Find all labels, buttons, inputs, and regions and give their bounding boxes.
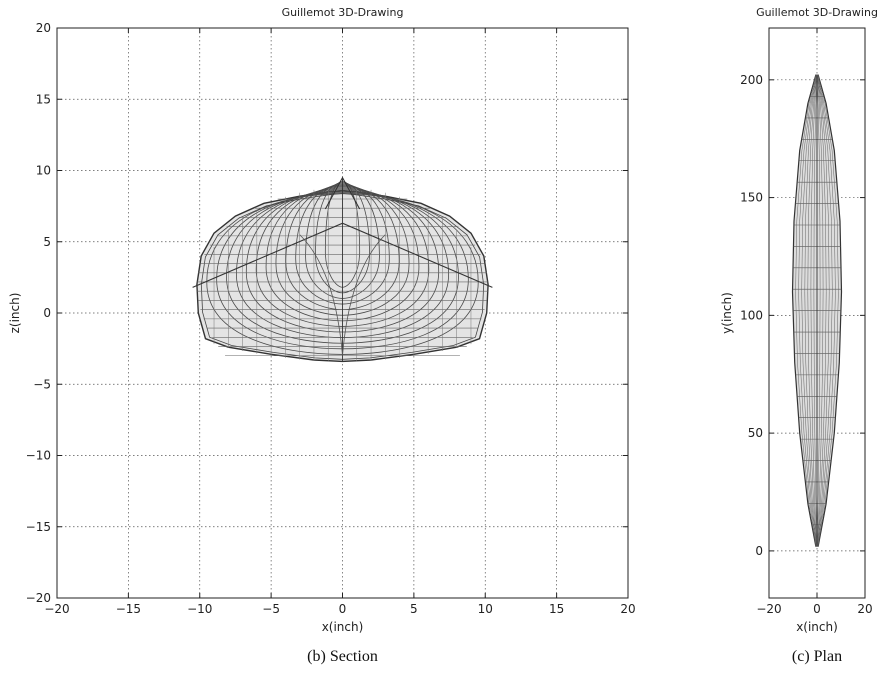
y-tick-label: −5 (33, 377, 51, 391)
x-tick-label: −5 (262, 602, 280, 616)
plan-longitudinal (807, 74, 818, 547)
station-section (255, 188, 430, 327)
x-tick-label: 15 (549, 602, 564, 616)
section-ticks: −20 −15 −10 −5 0 5 10 15 20 −20 −15 −10 −5 0 5 10 15 20 (26, 21, 636, 616)
y-tick-label: 10 (36, 164, 51, 178)
plan-longitudinal (816, 74, 839, 547)
x-tick-label: 0 (813, 602, 821, 616)
plan-longitudinal (798, 74, 818, 547)
plan-y-axis-label: y(inch) (720, 292, 734, 334)
plan-hull-wireframe (791, 74, 843, 547)
y-tick-label: −15 (26, 520, 51, 534)
x-tick-label: −20 (44, 602, 69, 616)
x-tick-label: 20 (620, 602, 635, 616)
section-chart: −20 −15 −10 −5 0 5 10 15 20 −20 −15 −10 −5 0 5 10 15 20 G… (8, 6, 636, 634)
bow-curves (299, 234, 386, 356)
plan-longitudinal (816, 74, 836, 547)
plan-caption: (c) Plan (791, 648, 843, 665)
plan-x-axis-label: x(inch) (796, 620, 838, 634)
x-tick-label: −20 (756, 602, 781, 616)
x-tick-label: −15 (116, 602, 141, 616)
station-section (324, 181, 361, 288)
y-tick-label: −10 (26, 449, 51, 463)
plan-longitudinal (816, 74, 821, 547)
section-y-axis-label: z(inch) (8, 293, 22, 334)
section-chart-title: Guillemot 3D-Drawing (282, 6, 404, 19)
plan-longitudinal (795, 74, 818, 547)
station-section (275, 186, 410, 316)
plan-longitudinal (813, 74, 818, 547)
plan-chart-title: Guillemot 3D-Drawing (756, 6, 878, 19)
y-tick-label: 200 (740, 73, 763, 87)
x-tick-label: 10 (478, 602, 493, 616)
station-section (295, 184, 390, 305)
y-tick-label: 150 (740, 191, 763, 205)
y-tick-label: 0 (43, 306, 51, 320)
plan-longitudinal (816, 74, 833, 547)
plan-longitudinal (810, 74, 818, 547)
y-tick-label: 5 (43, 235, 51, 249)
x-tick-label: 5 (410, 602, 418, 616)
plan-longitudinal (816, 74, 830, 547)
station-section (285, 185, 400, 311)
section-hull-wireframe (192, 176, 493, 363)
plan-longitudinal (816, 74, 824, 547)
y-tick-label: 20 (36, 21, 51, 35)
station-section (265, 187, 420, 322)
plan-longitudinal (804, 74, 818, 547)
station-section (236, 190, 449, 339)
y-tick-label: −20 (26, 591, 51, 605)
station-section (305, 183, 380, 299)
y-tick-label: 15 (36, 92, 51, 106)
y-tick-label: 50 (748, 426, 763, 440)
section-caption: (b) Section (307, 648, 378, 665)
x-tick-label: −10 (187, 602, 212, 616)
plan-longitudinal (801, 74, 818, 547)
y-tick-label: 100 (740, 308, 763, 322)
section-x-axis-label: x(inch) (322, 620, 364, 634)
x-tick-label: 20 (857, 602, 872, 616)
x-tick-label: 0 (339, 602, 347, 616)
y-tick-label: 0 (755, 544, 763, 558)
plan-longitudinal (816, 74, 827, 547)
